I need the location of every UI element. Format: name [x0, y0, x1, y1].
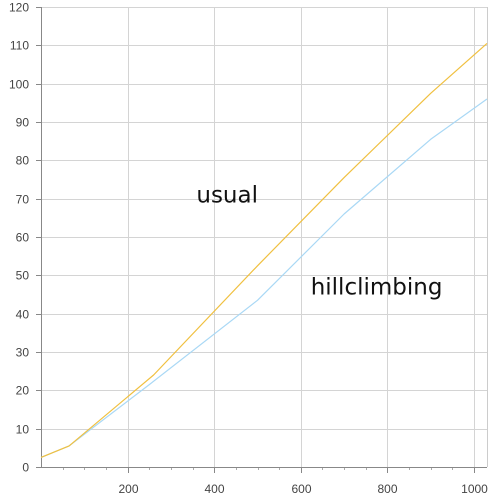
y-tick-label: 100: [9, 78, 29, 92]
axes: 0 10 20 30 40 50 60 70 80 90 100 110 120 200 400 600 800…: [9, 1, 488, 497]
y-tick-label: 90: [16, 116, 30, 130]
y-tick-label: 40: [16, 308, 30, 322]
y-tick-label: 50: [16, 269, 30, 283]
y-tick-label: 0: [22, 461, 29, 475]
annotations: usual hillclimbing: [196, 183, 442, 301]
x-tick-label: 1000: [461, 482, 488, 496]
x-tick-label: 200: [118, 482, 138, 496]
y-tick-label: 120: [9, 1, 29, 15]
y-tick-label: 80: [16, 154, 30, 168]
x-tick-label: 600: [291, 482, 311, 496]
y-tick-label: 70: [16, 193, 30, 207]
series-annotation: usual: [196, 183, 258, 209]
y-tick-label: 60: [16, 231, 30, 245]
y-tick-label: 110: [10, 39, 29, 53]
y-tick-label: 10: [16, 423, 30, 437]
series-lines: [40, 42, 488, 458]
series-line-usual: [40, 42, 488, 458]
y-tick-label: 20: [16, 384, 30, 398]
grid: [41, 7, 487, 467]
y-tick-label: 30: [16, 346, 30, 360]
x-tick-label: 400: [204, 482, 224, 496]
x-tick-label: 800: [377, 482, 397, 496]
series-annotation: hillclimbing: [311, 275, 443, 301]
